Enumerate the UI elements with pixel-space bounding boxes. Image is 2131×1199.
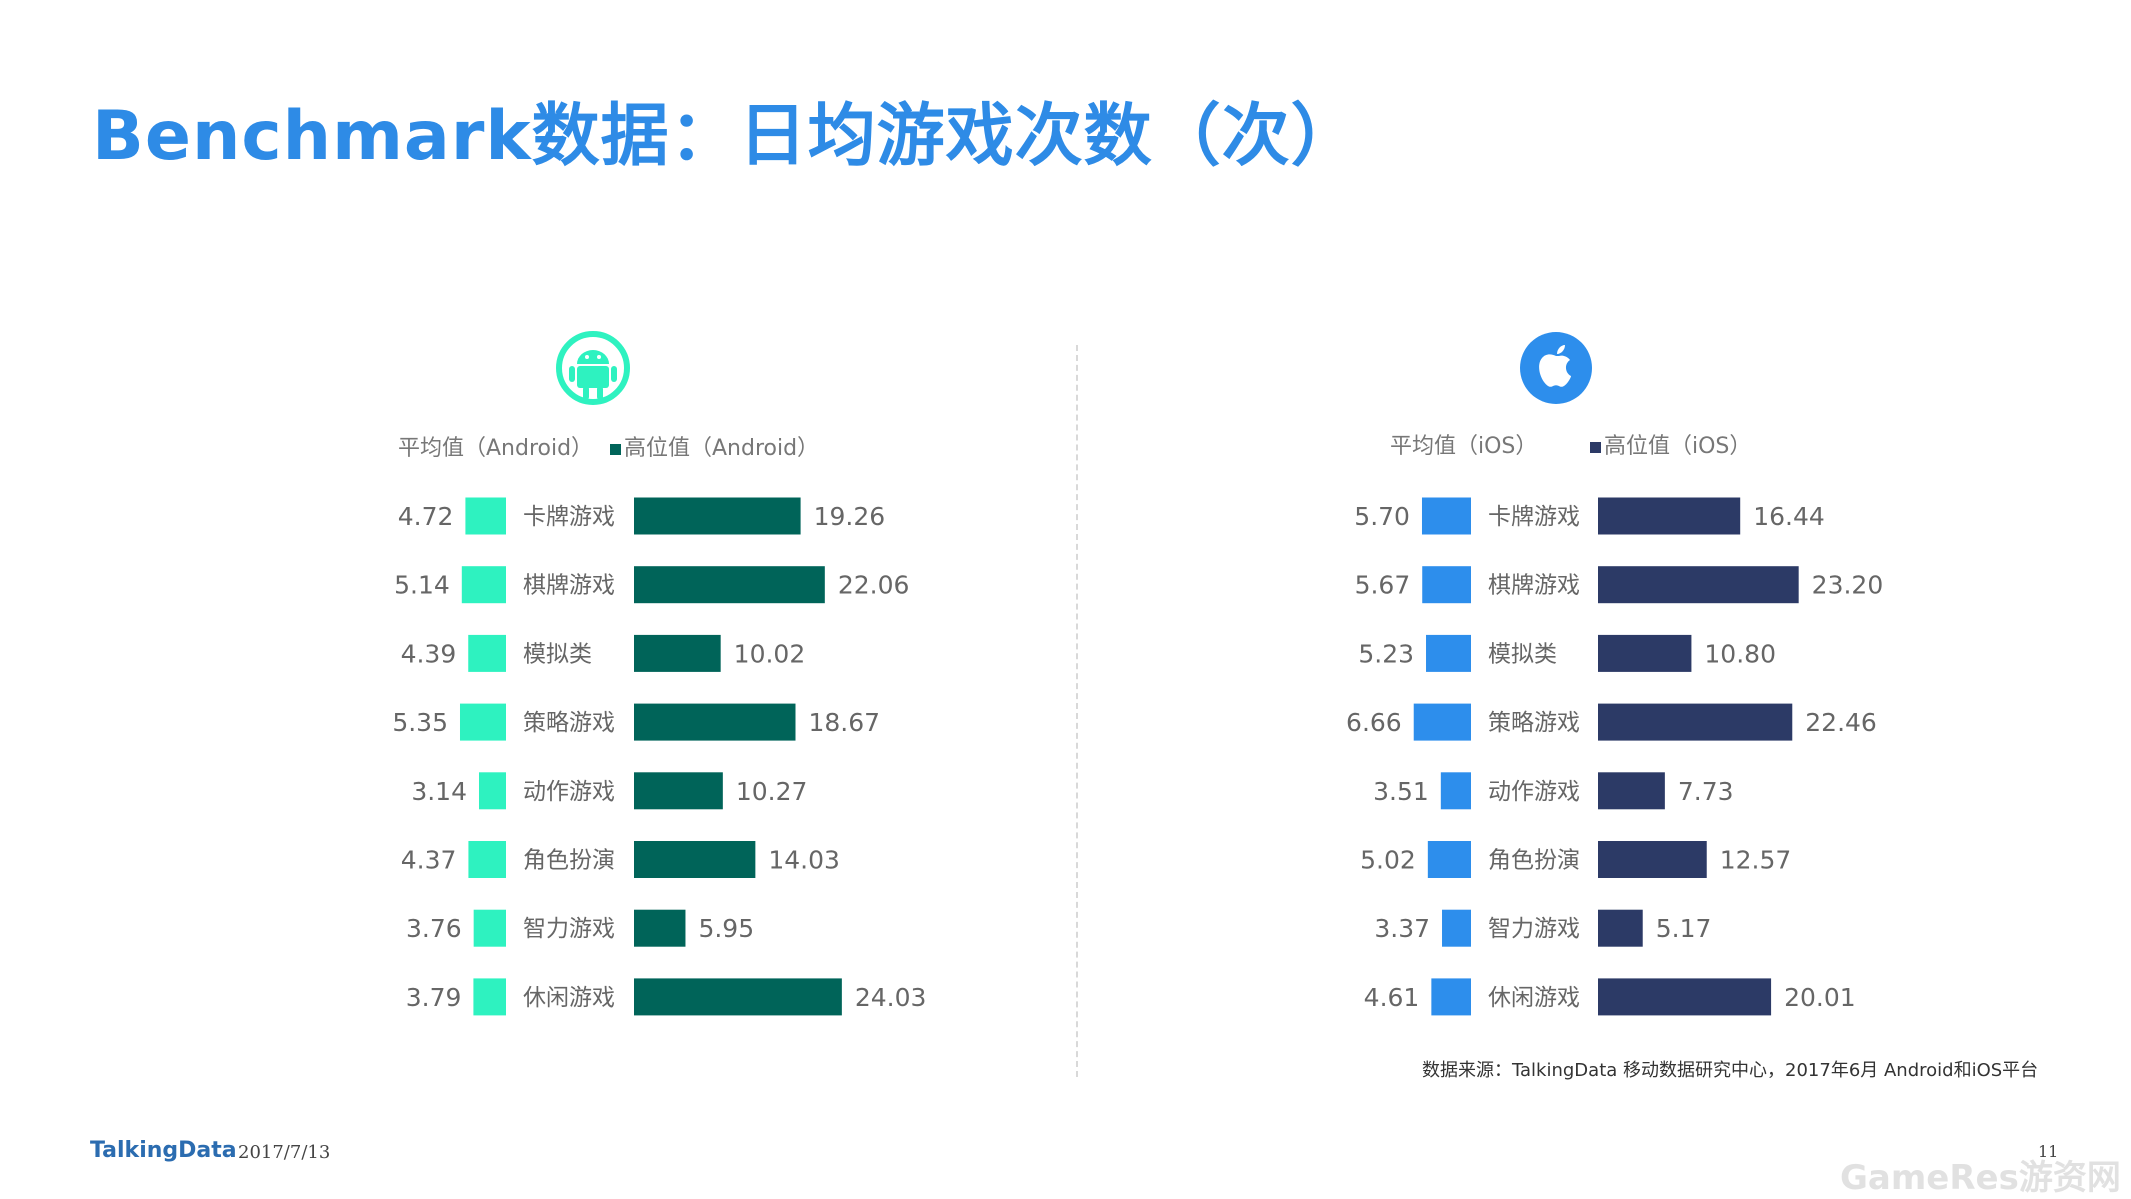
ios-high-value-label: 5.17 — [1656, 914, 1712, 943]
android-high-value-label: 14.03 — [768, 846, 840, 875]
android-category-label: 休闲游戏 — [523, 985, 615, 1011]
ios-avg-value-label: 4.61 — [1364, 983, 1420, 1012]
legend-ios-high: 高位值（iOS） — [1590, 428, 1751, 460]
android-high-value-label: 18.67 — [808, 708, 880, 737]
android-avg-value-label: 4.37 — [401, 846, 457, 875]
android-avg-bar — [473, 978, 506, 1016]
page-number: 11 — [2038, 1142, 2059, 1161]
ios-avg-bar — [1431, 978, 1471, 1016]
ios-avg-bar — [1422, 566, 1471, 604]
ios-high-bar — [1598, 978, 1772, 1016]
android-avg-value-label: 4.39 — [401, 639, 457, 668]
ios-high-value-label: 10.80 — [1704, 639, 1776, 668]
footer-date: 2017/7/13 — [238, 1142, 331, 1163]
ios-high-bar — [1598, 841, 1707, 878]
ios-high-value-label: 12.57 — [1720, 846, 1792, 875]
ios-avg-bar — [1440, 772, 1471, 810]
android-category-label: 智力游戏 — [523, 916, 615, 942]
android-avg-value-label: 3.14 — [411, 777, 467, 806]
android-high-bar — [634, 703, 796, 741]
android-avg-value-label: 5.35 — [392, 708, 448, 737]
ios-high-bar — [1598, 634, 1692, 672]
ios-high-value-label: 23.20 — [1812, 571, 1884, 600]
talkingdata-logo: TalkingData — [90, 1138, 237, 1163]
android-avg-value-label: 5.14 — [394, 571, 450, 600]
ios-high-value-label: 22.46 — [1805, 708, 1877, 737]
android-avg-bar — [468, 634, 506, 672]
ios-category-label: 卡牌游戏 — [1488, 504, 1580, 530]
ios-high-value-label: 7.73 — [1678, 777, 1734, 806]
ios-high-bar — [1598, 703, 1793, 741]
android-robot-icon — [556, 331, 630, 405]
ios-avg-value-label: 6.66 — [1346, 708, 1402, 737]
ios-avg-bar — [1413, 703, 1471, 741]
android-high-bar — [634, 909, 686, 947]
android-avg-bar — [468, 841, 506, 878]
android-high-value-label: 5.95 — [698, 914, 754, 943]
android-category-label: 策略游戏 — [523, 710, 615, 736]
android-high-value-label: 19.26 — [814, 502, 886, 531]
legend-swatch-android-high — [610, 443, 621, 455]
ios-high-bar — [1598, 772, 1665, 810]
ios-category-label: 策略游戏 — [1488, 710, 1580, 736]
ios-high-bar — [1598, 566, 1799, 604]
android-high-value-label: 10.02 — [734, 639, 806, 668]
android-high-bar — [634, 978, 842, 1016]
watermark: GameRes游资网 — [1840, 1158, 2121, 1198]
ios-high-value-label: 20.01 — [1784, 983, 1856, 1012]
ios-avg-bar — [1427, 841, 1471, 878]
android-category-label: 卡牌游戏 — [523, 504, 615, 530]
android-category-label: 棋牌游戏 — [523, 573, 615, 599]
ios-avg-value-label: 5.23 — [1358, 639, 1414, 668]
android-category-label: 模拟类 — [523, 641, 592, 667]
ios-high-bar — [1598, 497, 1741, 535]
android-avg-bar — [473, 909, 506, 947]
ios-avg-bar — [1421, 497, 1471, 535]
ios-category-label: 角色扮演 — [1488, 848, 1580, 874]
page-title: Benchmark数据：日均游戏次数（次） — [92, 97, 1360, 176]
ios-avg-value-label: 5.70 — [1354, 502, 1410, 531]
ios-high-value-label: 16.44 — [1753, 502, 1825, 531]
android-high-bar — [634, 772, 723, 810]
android-avg-bar — [459, 703, 506, 741]
ios-avg-value-label: 3.51 — [1373, 777, 1429, 806]
section-divider — [1076, 345, 1078, 1077]
android-category-label: 动作游戏 — [523, 779, 615, 805]
apple-logo-icon — [1520, 332, 1592, 404]
ios-avg-value-label: 5.67 — [1355, 571, 1411, 600]
android-high-bar — [634, 566, 825, 604]
android-high-value-label: 24.03 — [855, 983, 927, 1012]
ios-category-label: 动作游戏 — [1488, 779, 1580, 805]
ios-avg-value-label: 5.02 — [1360, 846, 1416, 875]
android-avg-bar — [478, 772, 506, 810]
ios-category-label: 休闲游戏 — [1488, 985, 1580, 1011]
data-source-note: 数据来源：TalkingData 移动数据研究中心，2017年6月 Androi… — [1422, 1060, 2039, 1081]
ios-high-bar — [1598, 909, 1643, 947]
android-avg-value-label: 4.72 — [398, 502, 454, 531]
android-avg-value-label: 3.79 — [406, 983, 462, 1012]
android-high-value-label: 22.06 — [838, 571, 910, 600]
legend-swatch-ios-high — [1590, 441, 1601, 453]
android-high-bar — [634, 497, 801, 535]
ios-category-label: 棋牌游戏 — [1488, 573, 1580, 599]
android-avg-value-label: 3.76 — [406, 914, 462, 943]
android-high-bar — [634, 634, 721, 672]
legend-ios-avg: 平均值（iOS） — [1390, 434, 1538, 459]
android-high-value-label: 10.27 — [736, 777, 808, 806]
legend-android-high: 高位值（Android） — [610, 430, 819, 462]
ios-category-label: 模拟类 — [1488, 641, 1557, 667]
android-avg-bar — [461, 566, 506, 604]
legend-android-avg: 平均值（Android） — [398, 436, 594, 461]
android-avg-bar — [465, 497, 506, 535]
android-category-label: 角色扮演 — [523, 848, 615, 874]
ios-category-label: 智力游戏 — [1488, 916, 1580, 942]
ios-avg-bar — [1426, 634, 1471, 672]
android-high-bar — [634, 841, 756, 878]
ios-avg-bar — [1442, 909, 1471, 947]
ios-avg-value-label: 3.37 — [1374, 914, 1430, 943]
